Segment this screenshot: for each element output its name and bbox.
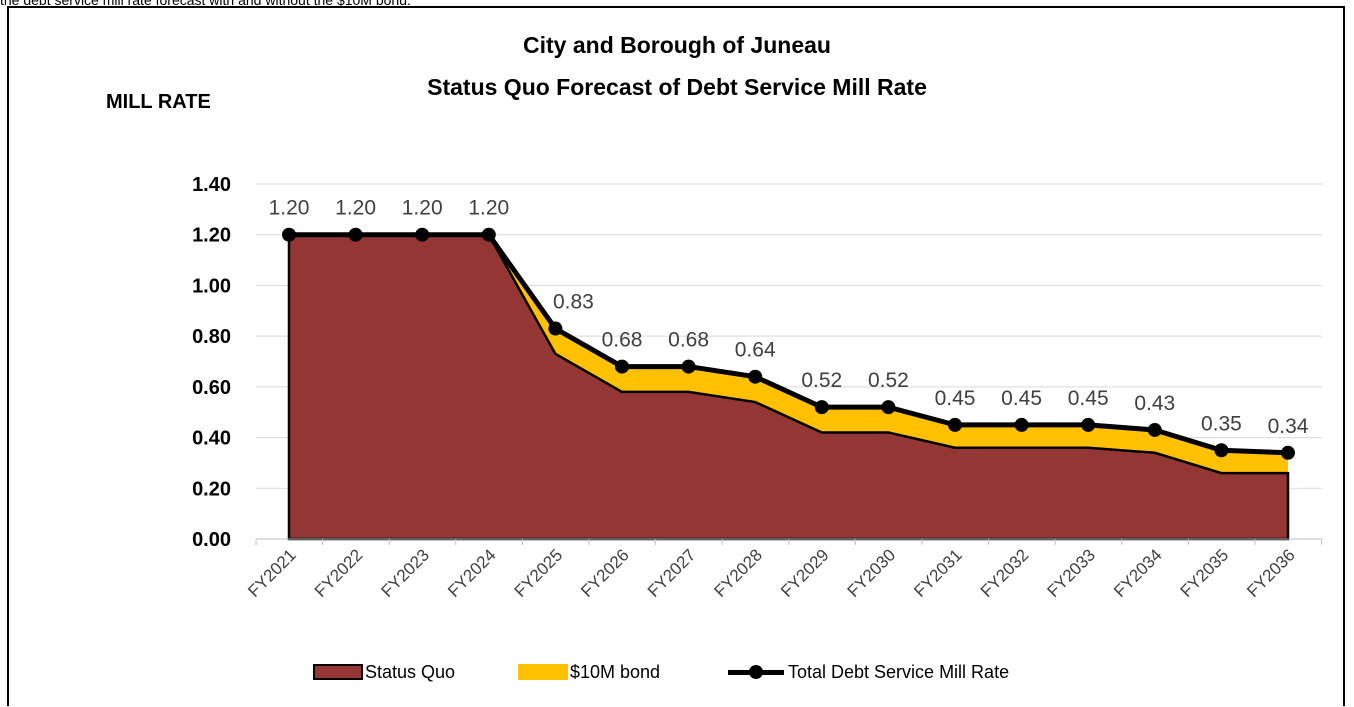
x-tick-label-fy2026: FY2026	[577, 545, 633, 601]
top-note: the debt service mill rate forecast with…	[0, 0, 411, 8]
total-marker-fy2036	[1281, 445, 1295, 460]
y-tick-label-3: 0.60	[192, 377, 231, 399]
total-marker-fy2026	[615, 359, 629, 374]
y-tick-label-5: 1.00	[192, 275, 231, 297]
legend-label-total: Total Debt Service Mill Rate	[788, 661, 1010, 682]
data-label-fy2032: 0.45	[1001, 387, 1042, 410]
data-label-fy2030: 0.52	[868, 369, 909, 392]
data-label-fy2021: 1.20	[269, 197, 310, 220]
data-label-fy2024: 1.20	[468, 197, 509, 220]
data-label-fy2031: 0.45	[935, 387, 976, 410]
y-axis-label: MILL RATE	[106, 91, 211, 113]
data-label-fy2026: 0.68	[602, 329, 643, 352]
x-tick-label-fy2024: FY2024	[444, 545, 500, 601]
chart-frame	[7, 6, 1345, 706]
y-tick-label-7: 1.40	[192, 174, 231, 196]
x-tick-label-fy2030: FY2030	[844, 545, 900, 601]
total-marker-fy2025	[548, 321, 563, 336]
legend-label-bond: $10M bond	[570, 661, 661, 682]
legend-item-status-quo: Status Quo	[313, 658, 455, 686]
y-axis: 0.00 0.20 0.40 0.60 0.80 1.00 1.20 1.40	[192, 174, 231, 551]
legend: Status Quo $10M bond Total Debt Service …	[0, 658, 1354, 686]
x-tick-label-fy2027: FY2027	[644, 545, 700, 601]
total-line	[282, 227, 1295, 460]
total-marker-fy2029	[814, 400, 829, 415]
total-marker-fy2021	[282, 227, 296, 242]
x-tick-label-fy2021: FY2021	[244, 545, 300, 601]
area-bond	[289, 234, 1288, 474]
data-label-fy2025: 0.83	[553, 291, 594, 314]
legend-item-total: Total Debt Service Mill Rate	[728, 658, 1009, 686]
legend-swatch-bond	[518, 664, 568, 680]
data-label-fy2035: 0.35	[1201, 412, 1242, 435]
total-marker-fy2027	[681, 359, 696, 374]
data-label-fy2033: 0.45	[1068, 387, 1109, 410]
total-marker-fy2028	[748, 369, 763, 384]
x-tick-label-fy2035: FY2035	[1177, 545, 1233, 601]
total-marker-fy2032	[1014, 417, 1029, 432]
chart-title-line-1: City and Borough of Juneau	[523, 32, 831, 58]
total-marker-fy2031	[948, 417, 962, 432]
x-tick-label-fy2022: FY2022	[311, 545, 367, 601]
data-label-fy2027: 0.68	[668, 329, 709, 352]
data-label-fy2022: 1.20	[335, 197, 376, 220]
x-tick-label-fy2033: FY2033	[1043, 545, 1099, 601]
y-tick-label-6: 1.20	[192, 225, 231, 247]
total-marker-fy2034	[1147, 422, 1162, 437]
data-labels: 1.20 1.20 1.20 1.20 0.83 0.68 0.68 0.64 0.52 0.52…	[269, 197, 1309, 438]
data-label-fy2036: 0.34	[1268, 415, 1309, 438]
x-tick-label-fy2036: FY2036	[1243, 545, 1299, 601]
x-tick-label-fy2032: FY2032	[977, 545, 1033, 601]
y-tick-label-4: 0.80	[192, 326, 231, 348]
x-tick-label-fy2031: FY2031	[910, 545, 966, 601]
total-marker-fy2023	[415, 227, 430, 242]
total-marker-fy2022	[348, 227, 363, 242]
data-label-fy2029: 0.52	[801, 369, 842, 392]
y-tick-label-2: 0.40	[192, 428, 231, 450]
legend-swatch-status-quo	[313, 664, 363, 680]
x-tick-label-fy2023: FY2023	[377, 545, 433, 601]
total-marker-fy2033	[1081, 417, 1096, 432]
total-marker-fy2024	[481, 227, 496, 242]
chart-title-line-2: Status Quo Forecast of Debt Service Mill…	[427, 74, 927, 100]
x-tick-label-fy2029: FY2029	[777, 545, 833, 601]
total-marker-fy2030	[881, 400, 896, 415]
x-tick-label-fy2028: FY2028	[710, 545, 766, 601]
y-tick-label-1: 0.20	[192, 478, 231, 500]
total-line-path	[289, 232, 1289, 456]
legend-item-bond: $10M bond	[518, 658, 660, 686]
x-axis: FY2021 FY2022 FY2023 FY2024 FY2025 FY2026 FY20…	[244, 538, 1323, 601]
legend-label-status-quo: Status Quo	[365, 661, 456, 682]
data-label-fy2034: 0.43	[1134, 392, 1175, 415]
x-tick-label-fy2025: FY2025	[511, 545, 567, 601]
data-label-fy2023: 1.20	[402, 197, 443, 220]
x-tick-label-fy2034: FY2034	[1110, 545, 1166, 601]
data-label-fy2028: 0.64	[735, 339, 776, 362]
legend-swatch-total	[728, 664, 784, 680]
y-tick-label-0: 0.00	[192, 529, 231, 551]
total-marker-fy2035	[1214, 443, 1229, 458]
